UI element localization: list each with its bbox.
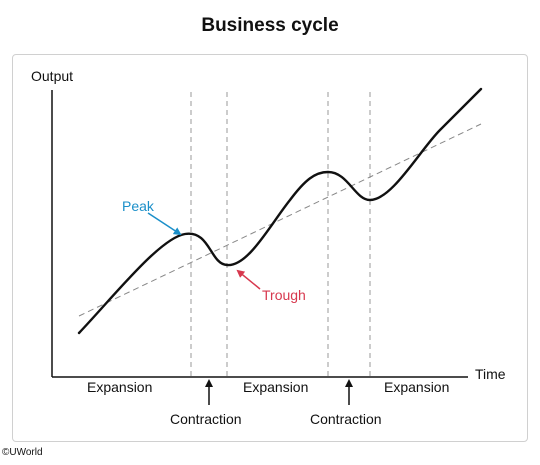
trough-label: Trough	[262, 287, 306, 303]
peak-label: Peak	[122, 198, 154, 214]
copyright-notice: ©UWorld	[2, 447, 43, 458]
expansion-label-2: Expansion	[243, 379, 309, 395]
contraction-label-1: Contraction	[170, 411, 242, 427]
trend-line	[78, 123, 482, 317]
trough-arrow	[236, 269, 261, 290]
expansion-label-1: Expansion	[87, 379, 153, 395]
diagram-title: Business cycle	[201, 15, 339, 36]
contraction-label-2: Contraction	[310, 411, 382, 427]
peak-arrow	[147, 212, 182, 236]
x-axis-label: Time	[475, 366, 506, 382]
business-cycle-curve	[77, 87, 483, 335]
y-axis-label: Output	[31, 68, 74, 84]
expansion-label-3: Expansion	[384, 379, 450, 395]
